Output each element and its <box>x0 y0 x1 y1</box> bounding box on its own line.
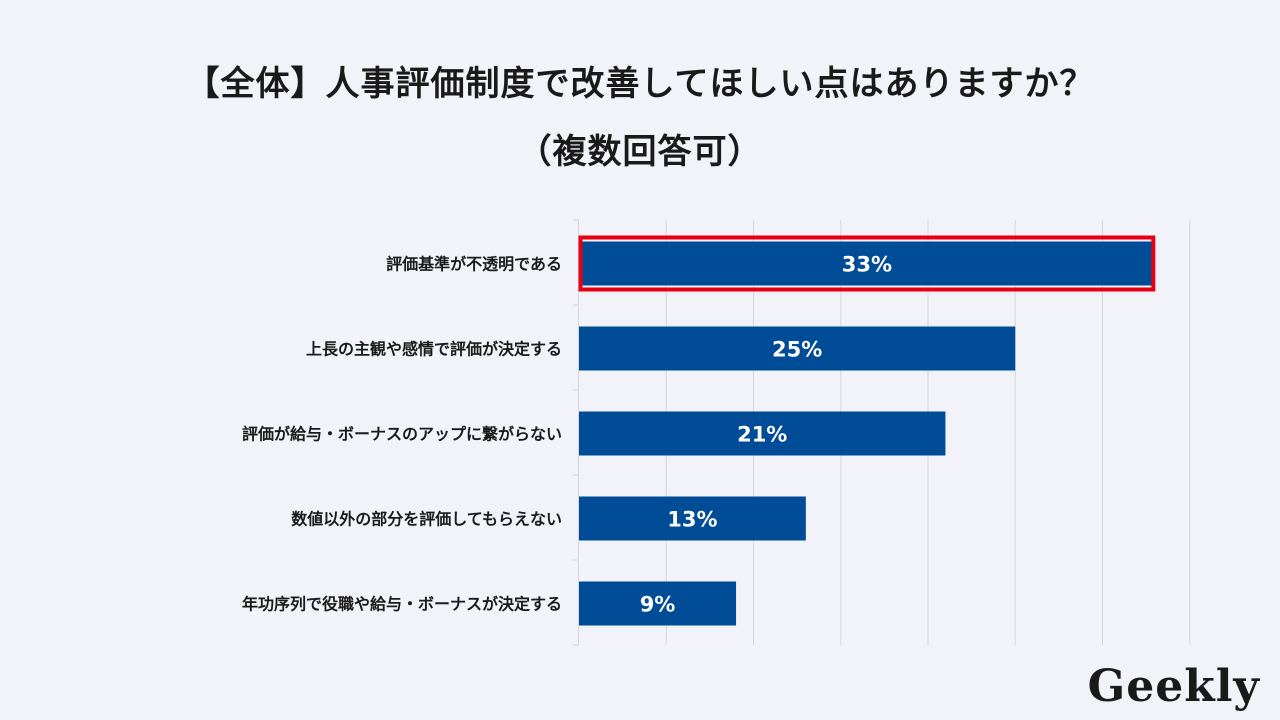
category-label: 評価基準が不透明である <box>386 255 562 274</box>
category-label: 数値以外の部分を評価してもらえない <box>291 510 562 529</box>
data-label: 33% <box>842 253 892 277</box>
bar <box>579 496 806 541</box>
bar <box>579 241 1155 286</box>
data-label: 9% <box>640 593 676 617</box>
data-label: 21% <box>737 423 787 447</box>
bar <box>579 581 737 626</box>
geekly-logo: Geekly <box>1087 661 1260 712</box>
chart-title-line2: （複数回答可） <box>517 132 763 172</box>
chart-title-line1: 【全体】人事評価制度で改善してほしい点はありますか？ <box>185 64 1095 104</box>
category-label: 評価が給与・ボーナスのアップに繋がらない <box>242 425 562 444</box>
data-label: 25% <box>772 338 822 362</box>
highlight-border <box>578 235 1156 292</box>
data-label: 13% <box>667 508 717 532</box>
category-label: 上長の主観や感情で評価が決定する <box>306 340 562 359</box>
bar <box>579 411 946 456</box>
bar <box>579 326 1016 371</box>
category-label: 年功序列で役職や給与・ボーナスが決定する <box>242 595 562 614</box>
